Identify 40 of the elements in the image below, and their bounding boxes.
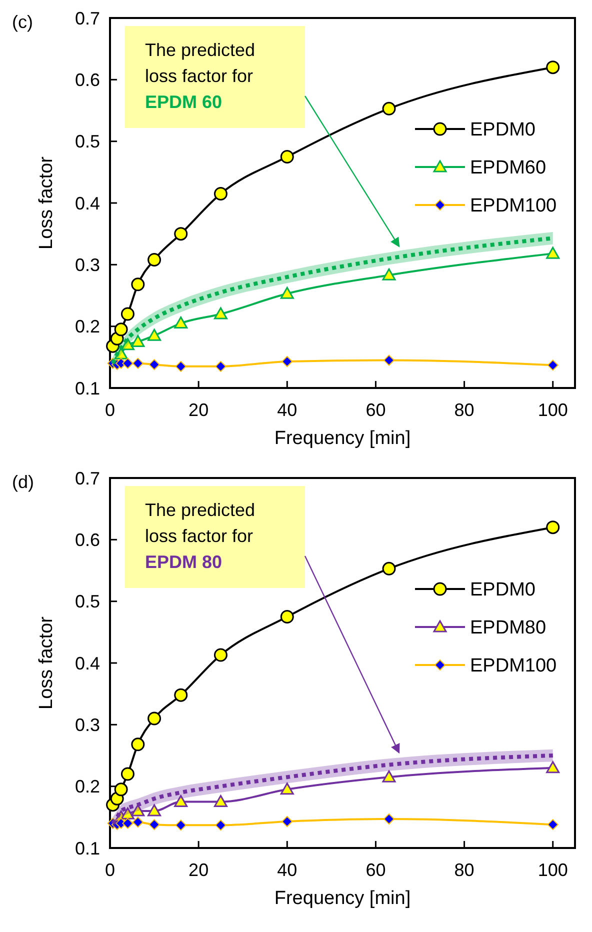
legend-label: EPDM100 (470, 656, 557, 677)
legend-label: EPDM80 (470, 618, 546, 639)
annotation: The predicted loss factor for EPDM 60 (145, 40, 256, 112)
y-axis-title: Loss factor (36, 156, 57, 250)
x-tick-label: 40 (277, 860, 298, 880)
x-axis-title: Frequency [min] (274, 888, 411, 909)
x-tick-label: 80 (454, 400, 474, 420)
legend-label: EPDM60 (470, 158, 546, 179)
chart-title: (c) (12, 12, 33, 32)
y-tick-label: 0.7 (74, 468, 100, 488)
chart-title: (d) (12, 472, 34, 492)
y-tick-label: 0.2 (74, 316, 100, 337)
x-axis-title: Frequency [min] (274, 428, 411, 449)
y-tick-label: 0.3 (74, 714, 100, 735)
x-tick-label: 0 (104, 860, 116, 880)
x-tick-label: 100 (538, 860, 568, 880)
x-tick-label: 40 (277, 400, 298, 420)
legend-label: EPDM100 (470, 196, 557, 217)
y-tick-label: 0.7 (74, 8, 100, 28)
y-tick-label: 0.1 (74, 378, 100, 398)
x-tick-label: 20 (188, 860, 209, 880)
annotation: The predicted loss factor for EPDM 80 (145, 500, 256, 572)
y-tick-label: 0.4 (74, 653, 100, 674)
y-tick-label: 0.5 (74, 132, 100, 152)
x-tick-label: 60 (366, 400, 386, 420)
y-tick-label: 0.5 (74, 592, 100, 612)
y-axis-title: Loss factor (36, 616, 57, 710)
y-tick-label: 0.6 (74, 530, 100, 550)
legend-label: EPDM0 (470, 120, 536, 141)
legend-label: EPDM0 (470, 580, 536, 601)
x-tick-label: 0 (104, 400, 116, 420)
y-tick-label: 0.4 (74, 193, 100, 214)
x-tick-label: 20 (188, 400, 209, 420)
y-tick-label: 0.2 (74, 776, 100, 797)
x-tick-label: 100 (538, 400, 568, 420)
y-tick-label: 0.1 (74, 838, 100, 858)
y-tick-label: 0.3 (74, 254, 100, 275)
x-tick-label: 60 (366, 860, 386, 880)
y-tick-label: 0.6 (74, 70, 100, 90)
x-tick-label: 80 (454, 860, 474, 880)
